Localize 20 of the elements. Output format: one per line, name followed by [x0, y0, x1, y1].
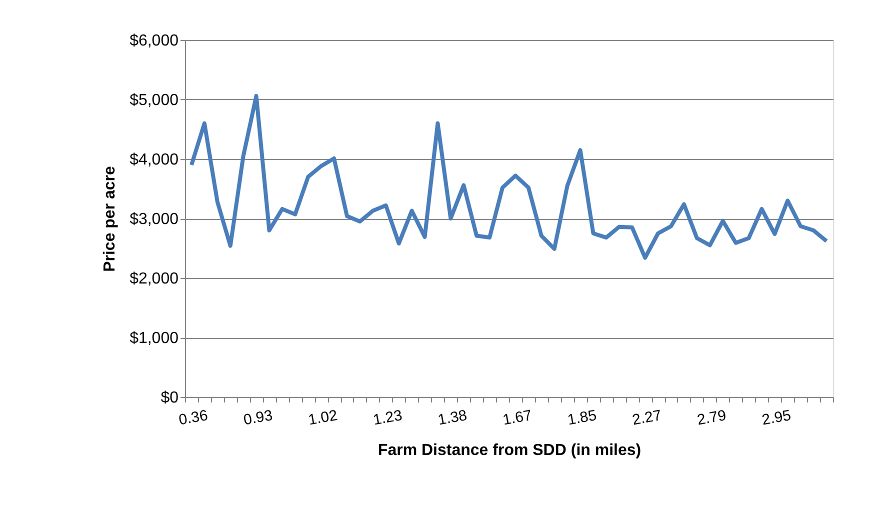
x-axis-title: Farm Distance from SDD (in miles)	[378, 442, 642, 459]
y-tick-label: $4,000	[130, 152, 179, 168]
y-tick-label: $5,000	[130, 92, 179, 109]
x-tick-label: 2.27	[631, 406, 663, 429]
y-tick-label: $3,000	[130, 211, 179, 228]
x-tick-label: 1.23	[372, 406, 404, 429]
y-tick-label: $2,000	[130, 270, 179, 288]
y-axis-title: Price per acre	[102, 166, 119, 272]
x-tick-label: 2.79	[696, 406, 728, 429]
x-tick-label: 1.02	[307, 406, 339, 429]
x-tick-label: 2.95	[760, 406, 792, 429]
x-tick-label: 0.36	[177, 406, 210, 429]
y-tick-label: $1,000	[130, 330, 179, 347]
x-tick-label: 1.67	[501, 406, 534, 429]
y-tick-label: $0	[160, 390, 179, 406]
line-series	[189, 94, 829, 260]
x-tick-label: 1.85	[566, 406, 598, 429]
x-tick-label: 1.38	[436, 406, 468, 429]
y-tick-label: $6,000	[130, 32, 179, 50]
x-tick-label: 0.93	[242, 406, 274, 429]
